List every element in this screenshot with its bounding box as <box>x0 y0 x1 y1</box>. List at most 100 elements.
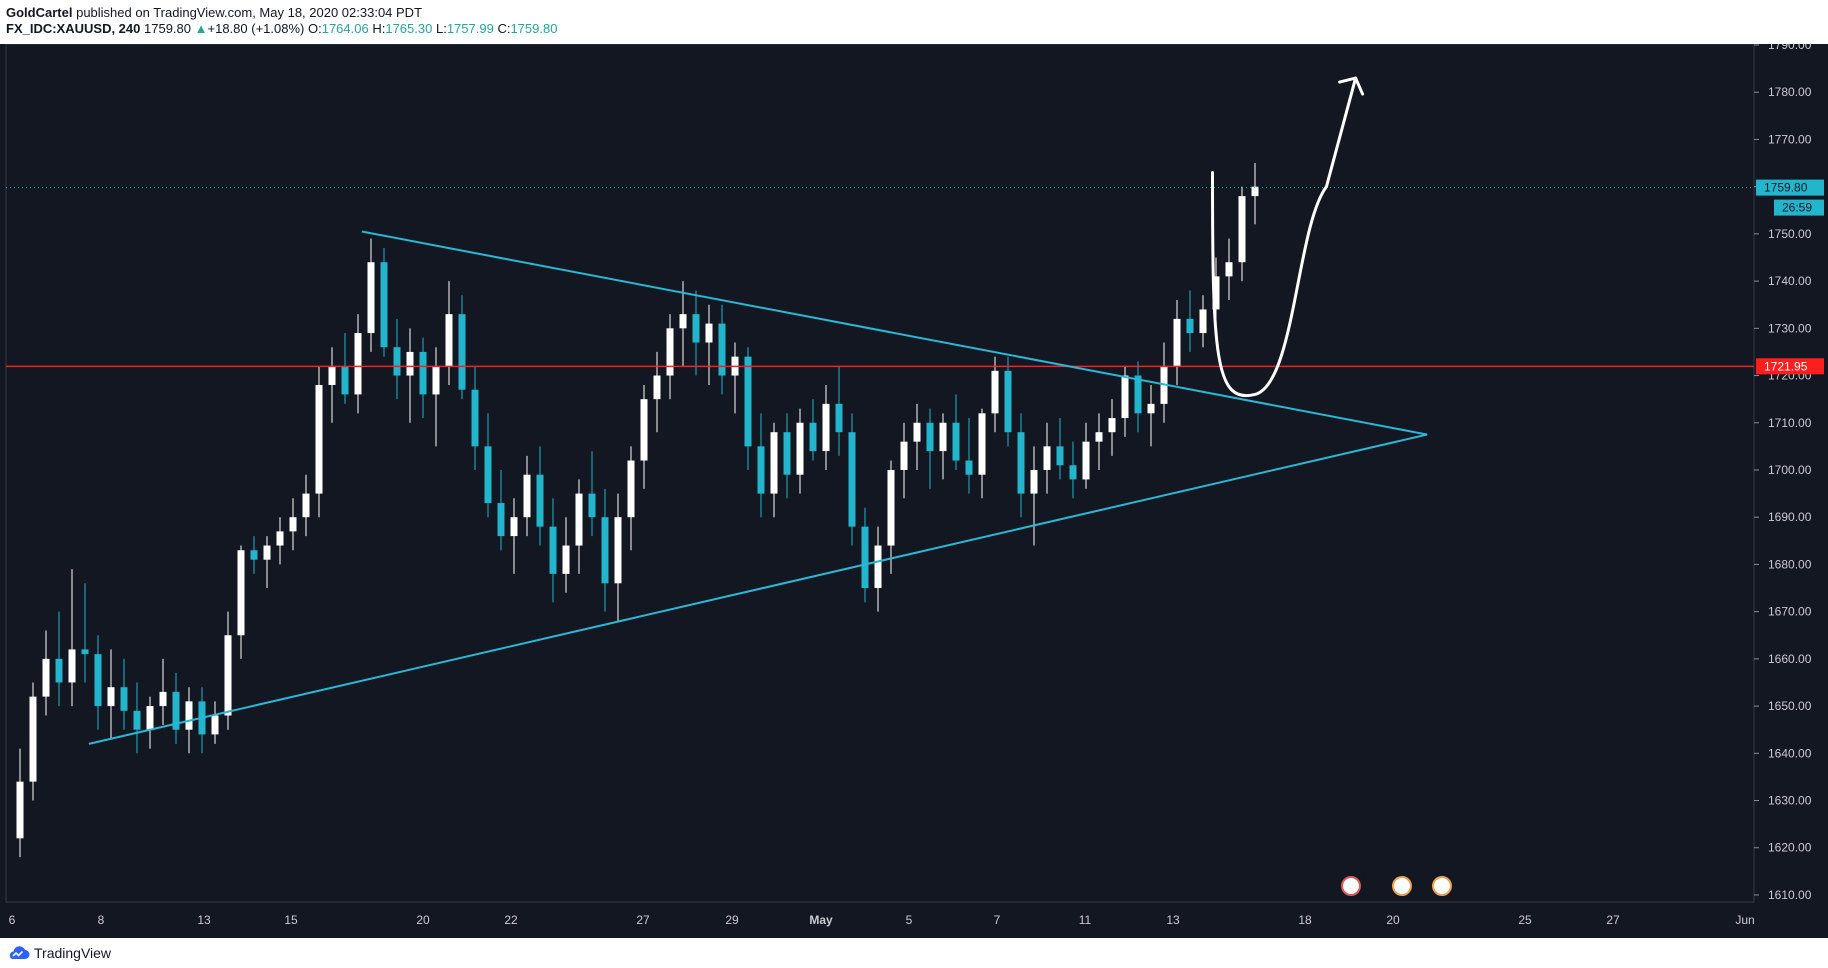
candle-down[interactable] <box>835 403 843 433</box>
candle-up[interactable] <box>276 531 284 546</box>
candle-up[interactable] <box>874 545 882 589</box>
candle-down[interactable] <box>497 503 505 537</box>
candle-down[interactable] <box>393 347 401 376</box>
candle-up[interactable] <box>1251 186 1259 197</box>
price-chart[interactable]: 1610.00 1620.00 1630.00 1640.00 1650.00 1660.… <box>0 44 1828 938</box>
candle-up[interactable] <box>575 493 583 546</box>
candle-down[interactable] <box>81 649 89 655</box>
candle-down[interactable] <box>1004 370 1012 433</box>
candle-down[interactable] <box>692 314 700 343</box>
candle-up[interactable] <box>367 262 375 334</box>
candle-up[interactable] <box>666 328 674 376</box>
candle-up[interactable] <box>939 422 947 452</box>
candle-down[interactable] <box>965 460 973 475</box>
us-flag-event-icon[interactable] <box>1432 876 1452 896</box>
candle-up[interactable] <box>302 493 310 518</box>
candle-up[interactable] <box>523 474 531 518</box>
author-name[interactable]: GoldCartel <box>6 5 73 20</box>
candle-down[interactable] <box>133 710 141 730</box>
candle-down[interactable] <box>55 658 63 683</box>
candle-up[interactable] <box>770 432 778 494</box>
candle-up[interactable] <box>627 460 635 518</box>
candle-down[interactable] <box>783 432 791 475</box>
candle-down[interactable] <box>1134 375 1142 414</box>
candle-down[interactable] <box>341 366 349 395</box>
trendline[interactable] <box>88 433 1428 745</box>
candle-down[interactable] <box>952 422 960 461</box>
candle-down[interactable] <box>1017 432 1025 494</box>
projection-curve[interactable] <box>1211 76 1358 398</box>
candle-down[interactable] <box>172 691 180 730</box>
candle-up[interactable] <box>263 545 271 560</box>
candle-up[interactable] <box>887 469 895 546</box>
candle-up[interactable] <box>679 314 687 329</box>
candle-up[interactable] <box>42 658 50 697</box>
trendline[interactable] <box>361 230 1428 436</box>
candle-down[interactable] <box>1186 318 1194 334</box>
tradingview-brand[interactable]: TradingView <box>34 945 112 961</box>
candle-up[interactable] <box>107 687 115 707</box>
candle-up[interactable] <box>146 706 154 730</box>
candle-up[interactable] <box>1199 309 1207 334</box>
candle-up[interactable] <box>1043 446 1051 470</box>
candle-up[interactable] <box>354 333 362 395</box>
candle-up[interactable] <box>705 323 713 343</box>
candle-up[interactable] <box>1173 318 1181 367</box>
candle-up[interactable] <box>796 422 804 475</box>
tradingview-cloud-icon[interactable] <box>6 945 30 961</box>
candle-down[interactable] <box>458 314 466 390</box>
candle-up[interactable] <box>978 413 986 475</box>
candle-up[interactable] <box>1147 403 1155 414</box>
candle-up[interactable] <box>1108 418 1116 433</box>
candle-down[interactable] <box>1069 465 1077 480</box>
candle-up[interactable] <box>1095 432 1103 442</box>
candle-up[interactable] <box>913 422 921 442</box>
candle-up[interactable] <box>653 375 661 400</box>
candle-up[interactable] <box>991 370 999 414</box>
candle-down[interactable] <box>94 654 102 707</box>
candle-up[interactable] <box>29 696 37 782</box>
candle-down[interactable] <box>601 517 609 584</box>
candle-up[interactable] <box>289 517 297 532</box>
candle-up[interactable] <box>328 366 336 385</box>
candle-up[interactable] <box>237 550 245 636</box>
candle-down[interactable] <box>250 550 258 560</box>
candle-down[interactable] <box>536 474 544 527</box>
candle-down[interactable] <box>926 422 934 452</box>
candle-up[interactable] <box>1212 276 1220 310</box>
candle-up[interactable] <box>406 351 414 376</box>
candle-down[interactable] <box>120 687 128 711</box>
candle-up[interactable] <box>640 399 648 461</box>
candle-up[interactable] <box>614 517 622 584</box>
candle-down[interactable] <box>861 526 869 589</box>
us-flag-event-icon[interactable] <box>1392 876 1412 896</box>
candle-up[interactable] <box>16 781 24 839</box>
candle-up[interactable] <box>1238 196 1246 263</box>
candle-up[interactable] <box>822 403 830 452</box>
candle-up[interactable] <box>510 517 518 537</box>
candle-up[interactable] <box>211 715 219 735</box>
candle-up[interactable] <box>562 545 570 574</box>
us-flag-event-icon[interactable] <box>1341 876 1361 896</box>
candle-up[interactable] <box>185 701 193 730</box>
candle-down[interactable] <box>718 323 726 376</box>
candle-down[interactable] <box>757 446 765 494</box>
candle-up[interactable] <box>1030 469 1038 494</box>
candle-up[interactable] <box>224 635 232 716</box>
candle-down[interactable] <box>1056 446 1064 466</box>
candle-down[interactable] <box>419 351 427 395</box>
candle-up[interactable] <box>445 314 453 367</box>
candle-down[interactable] <box>380 262 388 348</box>
candle-down[interactable] <box>484 446 492 504</box>
chart-area[interactable]: 1610.00 1620.00 1630.00 1640.00 1650.00 1660.… <box>0 44 1828 938</box>
candle-up[interactable] <box>159 691 167 707</box>
candle-down[interactable] <box>809 422 817 452</box>
candle-up[interactable] <box>1225 262 1233 277</box>
candle-down[interactable] <box>744 356 752 447</box>
candle-up[interactable] <box>1121 375 1129 419</box>
candle-down[interactable] <box>549 526 557 574</box>
candle-up[interactable] <box>432 366 440 395</box>
candle-up[interactable] <box>900 441 908 470</box>
candle-down[interactable] <box>848 432 856 527</box>
candle-up[interactable] <box>1082 441 1090 480</box>
